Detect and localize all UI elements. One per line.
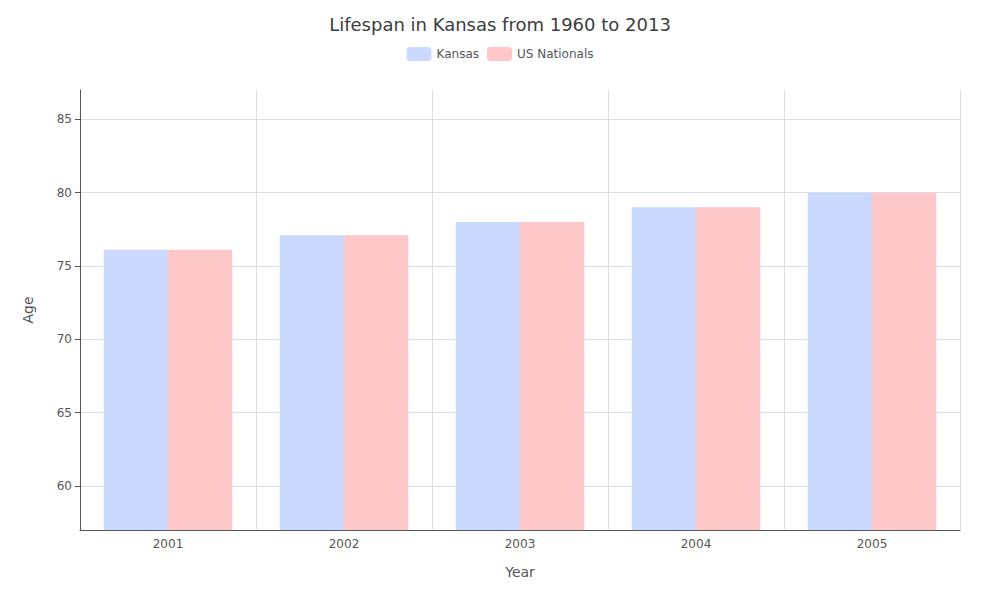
svg-text:2001: 2001 (153, 537, 184, 551)
svg-text:80: 80 (57, 186, 72, 200)
svg-text:2003: 2003 (505, 537, 536, 551)
svg-text:75: 75 (57, 259, 72, 273)
svg-text:2005: 2005 (857, 537, 888, 551)
svg-text:85: 85 (57, 112, 72, 126)
svg-text:Year: Year (504, 564, 535, 580)
svg-text:65: 65 (57, 406, 72, 420)
svg-text:US Nationals: US Nationals (517, 47, 593, 61)
svg-text:2004: 2004 (681, 537, 712, 551)
svg-text:Kansas: Kansas (437, 47, 479, 61)
svg-text:60: 60 (57, 479, 72, 493)
svg-text:Lifespan in Kansas from 1960 t: Lifespan in Kansas from 1960 to 2013 (329, 14, 671, 35)
svg-text:70: 70 (57, 332, 72, 346)
svg-text:2002: 2002 (329, 537, 360, 551)
svg-text:Age: Age (20, 296, 36, 323)
